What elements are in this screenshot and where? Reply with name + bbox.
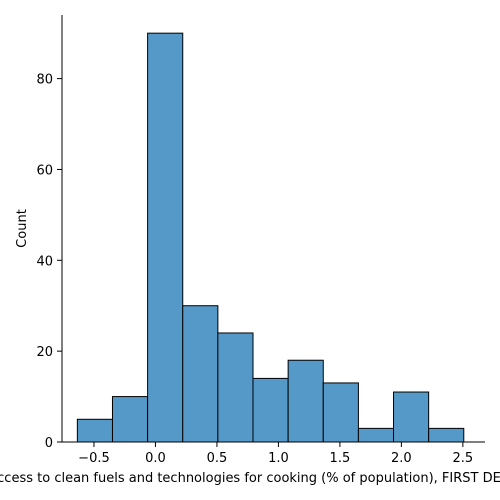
histogram-bar xyxy=(357,427,395,443)
x-tick-label: 1.0 xyxy=(268,451,289,466)
y-tick-label: 20 xyxy=(36,345,53,360)
histogram-bar xyxy=(182,305,219,443)
histogram-bar xyxy=(393,391,430,443)
x-tick-label: −0.5 xyxy=(78,451,110,466)
bars xyxy=(76,32,465,443)
x-tick-label: 0.5 xyxy=(207,451,228,466)
y-tick-label: 0 xyxy=(45,436,53,451)
histogram-bar xyxy=(111,396,149,443)
y-axis-ticks: 0 20 40 60 80 xyxy=(36,73,62,451)
y-tick-label: 40 xyxy=(36,254,53,269)
y-tick-label: 60 xyxy=(36,163,53,178)
x-tick-label: 2.5 xyxy=(453,451,474,466)
histogram-bar xyxy=(76,418,113,443)
histogram-bar xyxy=(147,32,184,443)
histogram-bar xyxy=(322,382,359,443)
x-tick-label: 0.0 xyxy=(145,451,166,466)
histogram-bar xyxy=(252,377,289,443)
x-axis-label: Access to clean fuels and technologies f… xyxy=(0,471,500,486)
y-tick-label: 80 xyxy=(36,73,53,88)
x-tick-label: 2.0 xyxy=(391,451,412,466)
histogram-bar xyxy=(287,359,324,443)
x-axis-ticks: −0.5 0.0 0.5 1.0 1.5 2.0 2.5 xyxy=(78,442,473,466)
x-tick-label: 1.5 xyxy=(330,451,351,466)
histogram-bar xyxy=(428,427,465,443)
histogram-bar xyxy=(217,332,254,443)
y-axis-label: Count xyxy=(15,209,30,248)
